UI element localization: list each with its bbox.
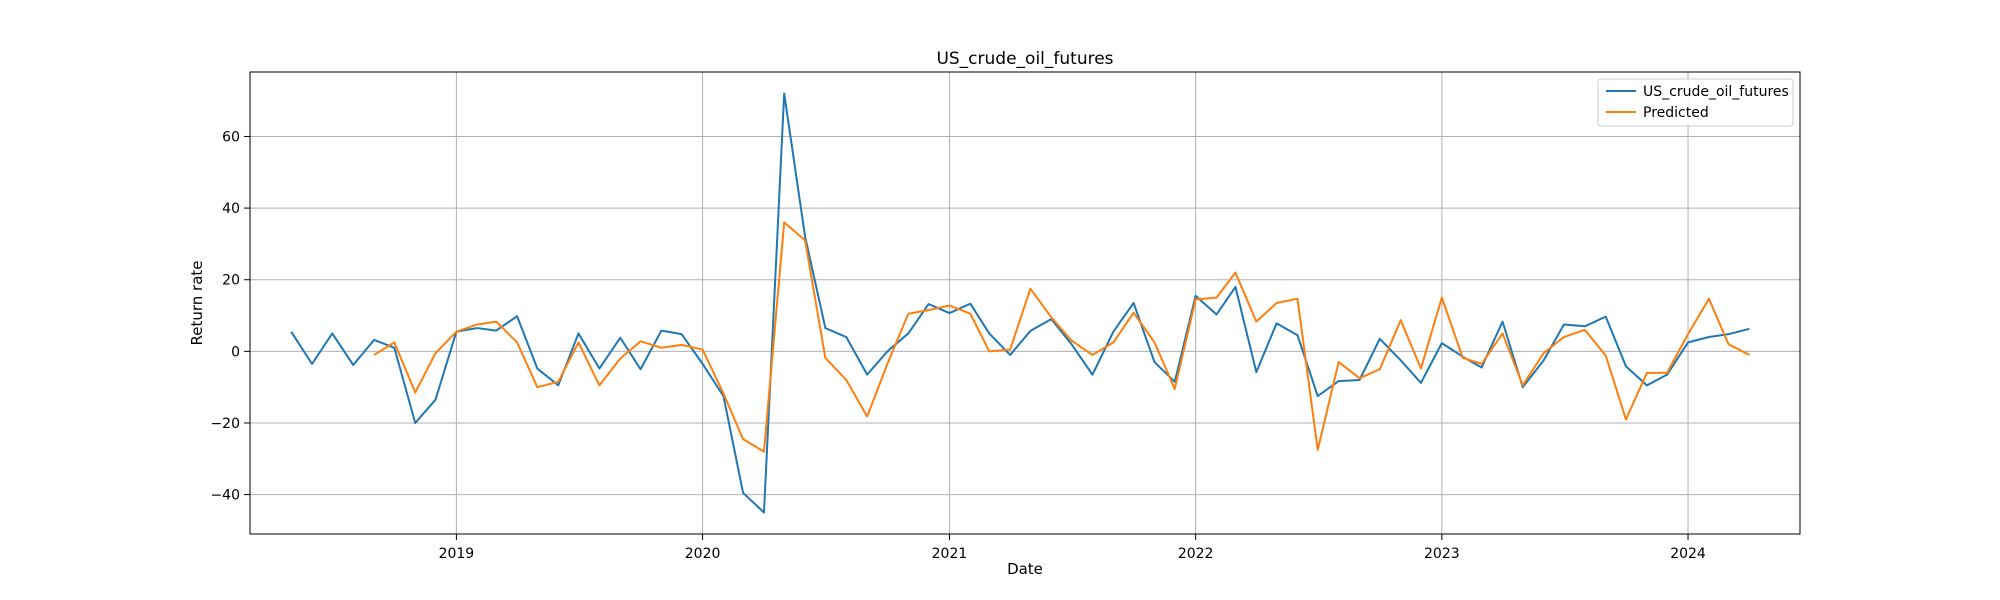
y-tick-label: 40: [222, 201, 240, 217]
x-tick-label: 2024: [1670, 546, 1706, 562]
axis-ticks: 2019 2020 2021 2022 2023 2024 −40 −20 0 20 40 60: [210, 129, 1705, 562]
x-tick-label: 2022: [1178, 546, 1214, 562]
x-tick-label: 2023: [1424, 546, 1460, 562]
y-tick-label: −40: [210, 488, 240, 504]
legend: US_crude_oil_futures Predicted: [1597, 78, 1794, 127]
y-tick-label: 0: [231, 344, 240, 360]
legend-label-predicted: Predicted: [1643, 105, 1709, 121]
x-tick-label: 2020: [685, 546, 721, 562]
x-tick-label: 2019: [439, 546, 475, 562]
y-tick-label: 60: [222, 129, 240, 145]
x-axis-label: Date: [1007, 560, 1043, 578]
chart-title: US_crude_oil_futures: [936, 49, 1113, 69]
grid-lines: [250, 72, 1800, 534]
series-line-actual: [290, 92, 1750, 514]
legend-box: [1597, 78, 1794, 127]
series-line-predicted: [373, 221, 1750, 453]
x-tick-label: 2021: [932, 546, 968, 562]
y-tick-label: 20: [222, 273, 240, 289]
y-tick-label: −20: [210, 416, 240, 432]
series-lines: [290, 92, 1750, 514]
legend-label-actual: US_crude_oil_futures: [1643, 84, 1789, 100]
y-axis-label: Return rate: [188, 260, 206, 345]
plot-frame: [249, 71, 1801, 535]
